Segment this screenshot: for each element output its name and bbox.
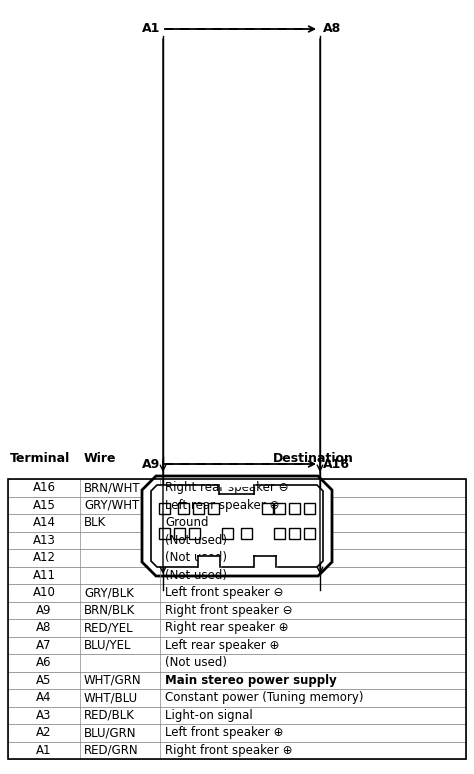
Text: Main stereo power supply: Main stereo power supply: [165, 673, 337, 687]
Text: Light-on signal: Light-on signal: [165, 709, 253, 721]
Bar: [8, 619, 466, 636]
Bar: [8, 672, 466, 689]
Text: RED/YEL: RED/YEL: [84, 622, 134, 634]
Text: Left front speaker ⊖: Left front speaker ⊖: [165, 586, 283, 599]
Bar: [8, 549, 466, 567]
Text: A1: A1: [142, 22, 160, 36]
Text: Left rear speaker ⊖: Left rear speaker ⊖: [165, 498, 279, 512]
Text: Constant power (Tuning memory): Constant power (Tuning memory): [165, 691, 364, 704]
Text: GRY/BLK: GRY/BLK: [84, 586, 134, 599]
Text: A5: A5: [36, 673, 52, 687]
Text: A4: A4: [36, 691, 52, 704]
Text: WHT/BLU: WHT/BLU: [84, 691, 138, 704]
Bar: [8, 514, 466, 532]
Text: A15: A15: [33, 498, 55, 512]
Text: A16: A16: [323, 457, 350, 471]
Bar: [189, 528, 200, 539]
Text: A12: A12: [33, 551, 55, 564]
Bar: [174, 528, 185, 539]
Text: GRY/WHT: GRY/WHT: [84, 498, 139, 512]
Text: Right front speaker ⊖: Right front speaker ⊖: [165, 604, 292, 617]
Text: WHT/GRN: WHT/GRN: [84, 673, 142, 687]
Text: Left front speaker ⊕: Left front speaker ⊕: [165, 726, 283, 739]
Text: A11: A11: [33, 569, 55, 582]
Text: A14: A14: [33, 516, 55, 529]
Bar: [289, 503, 300, 514]
Text: A9: A9: [36, 604, 52, 617]
Text: (Not used): (Not used): [165, 569, 227, 582]
Bar: [274, 528, 285, 539]
Polygon shape: [142, 476, 332, 576]
Text: A8: A8: [36, 622, 52, 634]
Text: BRN/WHT: BRN/WHT: [84, 481, 141, 495]
Text: BLK: BLK: [84, 516, 106, 529]
Bar: [241, 528, 252, 539]
Bar: [274, 503, 285, 514]
Bar: [159, 528, 170, 539]
Bar: [8, 479, 466, 496]
Text: RED/BLK: RED/BLK: [84, 709, 135, 721]
Text: A16: A16: [33, 481, 55, 495]
Text: A8: A8: [323, 22, 341, 36]
Text: Wire: Wire: [84, 452, 117, 465]
Bar: [8, 584, 466, 601]
Bar: [193, 503, 204, 514]
Text: Right rear speaker ⊕: Right rear speaker ⊕: [165, 622, 289, 634]
Bar: [159, 503, 170, 514]
Bar: [8, 654, 466, 672]
Text: Ground: Ground: [165, 516, 209, 529]
Text: BLU/YEL: BLU/YEL: [84, 639, 131, 652]
Bar: [304, 503, 315, 514]
Bar: [262, 503, 273, 514]
Text: RED/GRN: RED/GRN: [84, 744, 138, 757]
Bar: [8, 567, 466, 584]
Text: (Not used): (Not used): [165, 656, 227, 670]
Text: Right rear speaker ⊖: Right rear speaker ⊖: [165, 481, 289, 495]
Polygon shape: [151, 485, 323, 567]
Bar: [8, 741, 466, 759]
Bar: [8, 636, 466, 654]
Text: Terminal: Terminal: [10, 452, 70, 465]
Text: Right front speaker ⊕: Right front speaker ⊕: [165, 744, 292, 757]
Text: A13: A13: [33, 534, 55, 546]
Bar: [178, 503, 189, 514]
Polygon shape: [219, 482, 255, 484]
Bar: [8, 689, 466, 707]
Text: (Not used): (Not used): [165, 534, 227, 546]
Text: A2: A2: [36, 726, 52, 739]
Text: A1: A1: [36, 744, 52, 757]
Bar: [8, 496, 466, 514]
Text: A7: A7: [36, 639, 52, 652]
Text: A9: A9: [142, 457, 160, 471]
Bar: [208, 503, 219, 514]
Bar: [8, 479, 466, 759]
Text: (Not used): (Not used): [165, 551, 227, 564]
Bar: [8, 707, 466, 724]
Text: BRN/BLK: BRN/BLK: [84, 604, 135, 617]
Bar: [8, 601, 466, 619]
Bar: [304, 528, 315, 539]
Bar: [289, 528, 300, 539]
Bar: [8, 724, 466, 741]
Bar: [222, 528, 233, 539]
Text: A6: A6: [36, 656, 52, 670]
Text: A3: A3: [36, 709, 52, 721]
Text: Left rear speaker ⊕: Left rear speaker ⊕: [165, 639, 279, 652]
Bar: [8, 532, 466, 549]
Text: Destination: Destination: [273, 452, 354, 465]
Text: BLU/GRN: BLU/GRN: [84, 726, 137, 739]
Text: A10: A10: [33, 586, 55, 599]
